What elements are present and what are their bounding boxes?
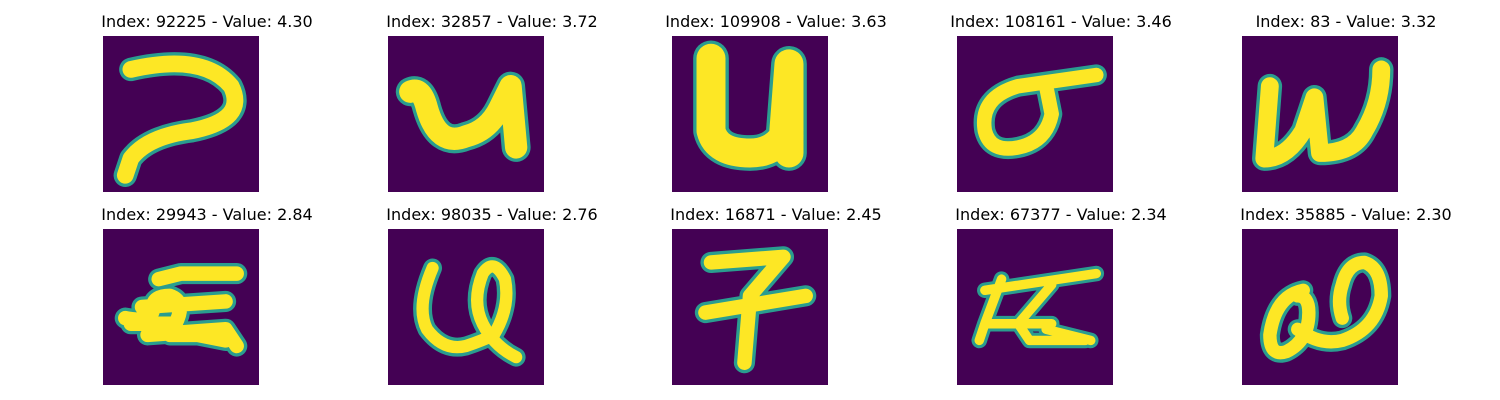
glyph-image-crossed-strokes	[957, 229, 1113, 385]
panel-5: Index: 83 - Value: 3.32	[1216, 12, 1476, 192]
panel-10: Index: 35885 - Value: 2.30	[1216, 205, 1476, 385]
panel-9: Index: 67377 - Value: 2.34	[931, 205, 1191, 385]
panel-4: Index: 108161 - Value: 3.46	[931, 12, 1191, 192]
glyph-svg	[413, 257, 526, 367]
glyph-svg	[694, 246, 817, 374]
panel-title: Index: 29943 - Value: 2.84	[101, 205, 313, 224]
glyph-image-hooked-stroke	[103, 36, 259, 192]
panel-title: Index: 35885 - Value: 2.30	[1240, 205, 1452, 224]
glyph-image-sigma-shape	[957, 36, 1113, 192]
panel-6: Index: 29943 - Value: 2.84	[77, 205, 337, 385]
glyph-svg	[114, 262, 248, 357]
panel-title: Index: 67377 - Value: 2.34	[955, 205, 1167, 224]
panel-title: Index: 109908 - Value: 3.63	[665, 12, 887, 31]
glyph-image-u-shape-bold	[388, 36, 544, 192]
glyph-svg	[973, 64, 1107, 160]
glyph-svg	[113, 52, 247, 187]
panel-title: Index: 32857 - Value: 3.72	[386, 12, 598, 31]
glyph-image-seven-shape	[672, 229, 828, 385]
glyph-image-u-shape-thick	[672, 36, 828, 192]
glyph-image-w-shape	[1242, 36, 1398, 192]
panel-title: Index: 98035 - Value: 2.76	[386, 205, 598, 224]
glyph-svg	[1259, 252, 1392, 363]
panel-title: Index: 92225 - Value: 4.30	[101, 12, 313, 31]
panel-1: Index: 92225 - Value: 4.30	[77, 12, 337, 192]
glyph-svg	[395, 71, 531, 162]
panel-7: Index: 98035 - Value: 2.76	[362, 205, 622, 385]
panel-title: Index: 16871 - Value: 2.45	[670, 205, 882, 224]
glyph-svg	[971, 265, 1105, 349]
panel-8: Index: 16871 - Value: 2.45	[646, 205, 906, 385]
glyph-image-loop-shape	[1242, 229, 1398, 385]
glyph-svg	[1252, 57, 1394, 171]
glyph-image-tangled-stroke	[103, 229, 259, 385]
panel-title: Index: 108161 - Value: 3.46	[950, 12, 1172, 31]
panel-3: Index: 109908 - Value: 3.63	[646, 12, 906, 192]
panel-2: Index: 32857 - Value: 3.72	[362, 12, 622, 192]
glyph-image-looped-u-shape	[388, 229, 544, 385]
glyph-svg	[693, 40, 807, 171]
panel-title: Index: 83 - Value: 3.32	[1255, 12, 1437, 31]
